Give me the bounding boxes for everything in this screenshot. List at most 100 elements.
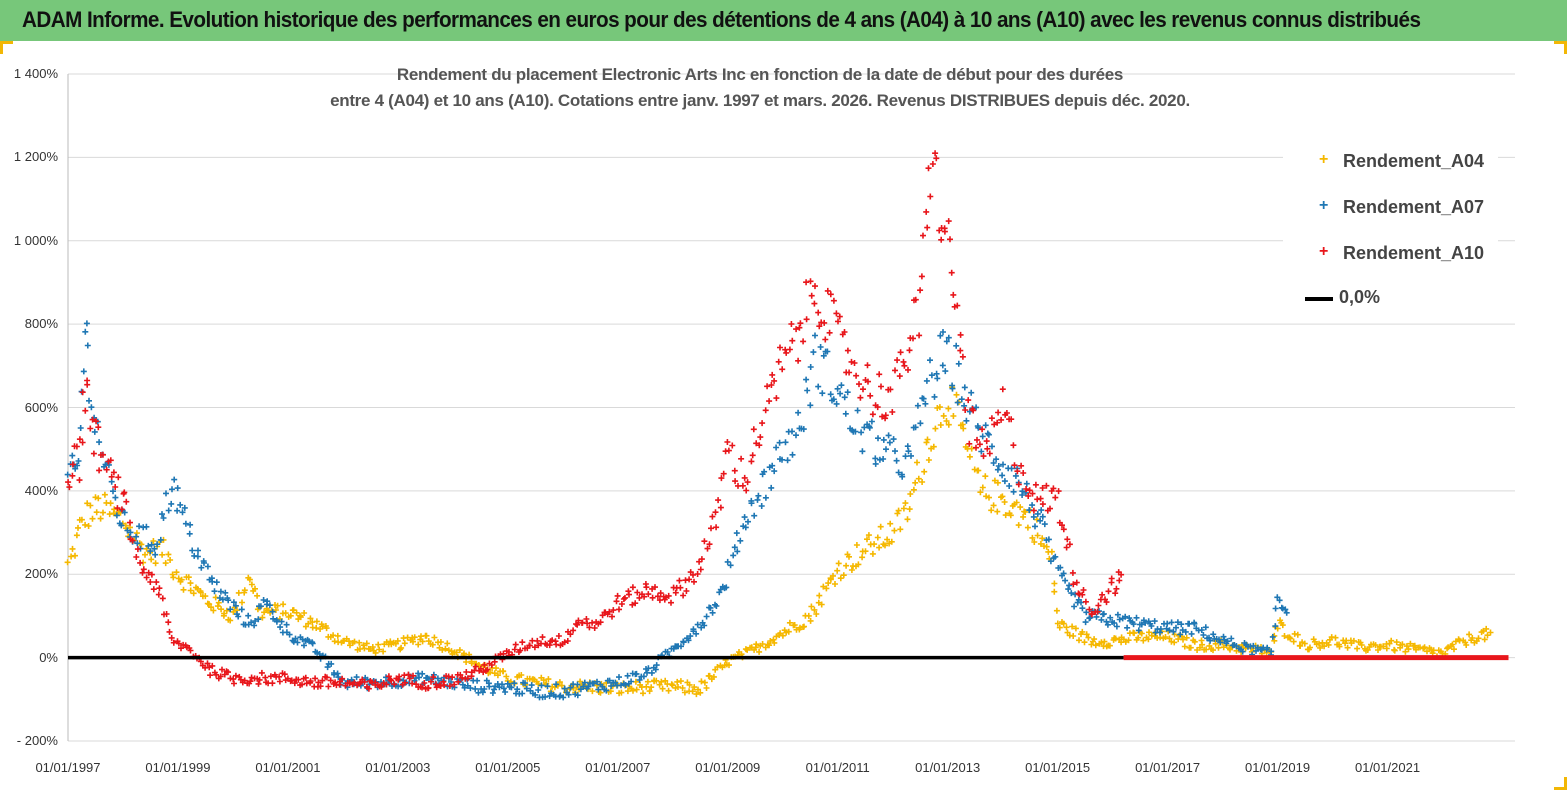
data-point [662,677,669,684]
data-point [1051,588,1058,595]
data-point [1054,620,1061,627]
data-point [950,291,957,298]
data-point [1052,553,1059,560]
data-point [622,682,629,688]
data-point [65,479,72,486]
data-point [287,612,294,619]
data-point [85,523,92,529]
data-point [854,407,861,414]
data-point [658,678,665,685]
data-point [217,673,224,680]
data-point [717,504,724,511]
data-point [410,638,416,645]
data-point [998,416,1005,423]
data-point [134,540,141,547]
data-point [1006,483,1013,489]
data-point [720,470,727,477]
data-point [838,382,845,389]
data-point [685,637,692,644]
data-point [1081,639,1088,646]
data-point [785,628,792,635]
y-tick-label: 400% [24,482,58,498]
data-point [1022,509,1029,515]
data-point [204,563,211,570]
y-tick-label: 200% [24,566,58,582]
data-point [313,625,320,631]
x-tick-label: 01/01/2007 [585,760,651,775]
data-point [278,618,285,625]
data-point [648,669,655,676]
data-point [914,459,920,466]
data-point [1103,599,1110,606]
data-point [886,439,893,446]
data-point [84,381,91,388]
data-point [691,578,697,585]
data-point [1026,487,1033,494]
data-point [1166,627,1173,634]
data-point [818,601,825,608]
data-point [892,367,898,374]
data-point [118,506,125,513]
data-point [84,342,91,349]
data-point [832,581,838,587]
data-point [1325,641,1332,648]
data-point [1113,623,1120,630]
data-point [69,461,76,468]
data-point [771,377,778,384]
data-point [965,397,972,404]
data-point [1487,629,1494,636]
data-point [567,684,574,691]
data-point [677,584,684,591]
data-point [138,541,145,548]
data-point [553,681,560,688]
data-point [423,632,430,639]
data-point [532,691,539,698]
data-point [464,675,471,682]
data-point [306,638,313,645]
data-point [841,329,848,335]
data-point [853,542,860,548]
data-point [706,541,713,548]
data-point [851,360,858,366]
data-point [74,462,81,469]
data-point [858,429,865,436]
data-point [544,683,551,690]
data-point [444,640,451,647]
data-point [1010,488,1017,495]
data-point [297,614,304,621]
data-point [597,689,604,696]
legend-marker-a10: + [1319,243,1329,260]
data-point [643,584,650,591]
data-point [518,672,525,678]
data-point [1124,624,1131,631]
data-point [779,632,786,639]
data-point [786,346,793,353]
data-point [989,443,995,450]
data-point [668,599,674,606]
data-point [994,419,1001,426]
data-point [1023,486,1030,492]
data-point [1221,636,1228,643]
data-point [177,501,184,508]
data-point [641,593,648,600]
data-point [894,357,901,364]
data-point [69,472,76,479]
data-point [743,487,750,494]
data-point [901,362,908,369]
data-point [294,639,301,646]
data-point [1100,610,1107,617]
data-point [891,527,898,534]
data-point [110,488,116,495]
data-point [875,435,881,442]
data-point [824,348,831,355]
data-point [307,615,314,622]
data-point [890,436,897,443]
data-point [163,611,170,617]
data-point [168,634,175,641]
data-point [446,683,453,689]
y-tick-label: 800% [24,316,58,332]
data-point [91,428,98,435]
data-point [876,371,883,378]
data-point [1059,522,1065,529]
y-tick-label: 1 400% [13,66,58,81]
